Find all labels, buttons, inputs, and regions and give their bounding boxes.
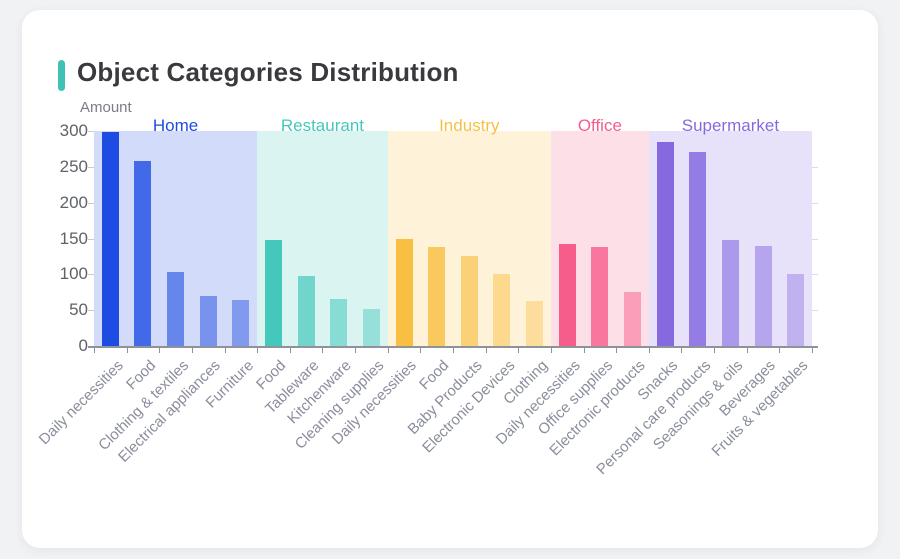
x-axis-tick-mark	[289, 348, 291, 353]
x-axis-tick-mark	[714, 348, 716, 353]
y-axis-tick-label: 250	[59, 156, 88, 176]
x-axis-tick-mark	[126, 348, 128, 353]
bar-seasonings-oils[interactable]	[721, 239, 739, 346]
bar-electronic-devices[interactable]	[493, 274, 511, 346]
chart-card: Object Categories Distribution Amount 0 5…	[22, 10, 878, 548]
x-axis-tick-mark	[322, 348, 324, 353]
y-axis-tick-label: 50	[69, 300, 88, 320]
x-axis-tick-mark	[616, 348, 618, 353]
bar-fruits-vegetables[interactable]	[787, 273, 805, 346]
x-axis-tick-mark	[812, 348, 813, 353]
group-label-restaurant: Restaurant	[280, 116, 365, 135]
bar-daily-necessities[interactable]	[558, 244, 576, 346]
bar-clothing-textiles[interactable]	[167, 272, 185, 346]
y-axis-name: Amount	[80, 99, 132, 116]
x-axis-tick-mark	[550, 348, 552, 353]
x-axis-tick-mark	[648, 348, 650, 353]
x-axis-tick-mark	[746, 348, 748, 353]
y-axis-tick-mark	[88, 166, 94, 168]
group-label-home: Home	[152, 116, 199, 135]
bar-food[interactable]	[265, 239, 282, 346]
bar-beverages[interactable]	[754, 245, 772, 346]
y-axis-tick-mark	[88, 202, 94, 204]
bar-tableware[interactable]	[297, 275, 315, 346]
title-accent-bar	[58, 60, 65, 91]
x-axis-tick-mark	[485, 348, 487, 353]
bar-food[interactable]	[134, 161, 152, 346]
x-axis-tick-mark	[681, 348, 683, 353]
bar-electronic-products[interactable]	[624, 292, 641, 346]
y-axis-tick-label: 300	[59, 121, 88, 140]
bar-kitchenware[interactable]	[330, 298, 348, 346]
x-axis-tick-mark	[779, 348, 781, 353]
bar-cleaning-supplies[interactable]	[362, 308, 380, 346]
y-axis-right-tick-mark	[812, 310, 818, 312]
y-axis-tick-label: 200	[59, 192, 88, 212]
y-axis-tick-label: 150	[59, 228, 88, 248]
chart-title: Object Categories Distribution	[77, 57, 459, 87]
y-axis-right-tick-mark	[812, 274, 818, 276]
bar-daily-necessities[interactable]	[101, 132, 119, 346]
group-label-industry: Industry	[439, 116, 500, 135]
y-axis-tick-mark	[88, 310, 94, 312]
bar-daily-necessities[interactable]	[395, 238, 413, 346]
bar-office-supplies[interactable]	[591, 247, 609, 346]
bar-food[interactable]	[428, 247, 446, 346]
bar-baby-products[interactable]	[460, 255, 478, 346]
y-axis-right-tick-mark	[812, 166, 818, 168]
x-axis-tick-mark	[191, 348, 193, 353]
x-axis-tick-mark	[583, 348, 585, 353]
x-axis-line	[88, 346, 818, 348]
bar-clothing[interactable]	[526, 300, 544, 346]
x-axis-tick-mark	[94, 348, 95, 353]
group-label-office: Office	[577, 116, 622, 135]
group-label-supermarket: Supermarket	[681, 116, 780, 135]
x-axis-tick-mark	[518, 348, 520, 353]
y-axis-tick-mark	[88, 238, 94, 240]
x-axis-tick-mark	[420, 348, 422, 353]
y-axis-tick-mark	[88, 131, 94, 132]
bar-personal-care-products[interactable]	[689, 151, 707, 346]
bar-furniture[interactable]	[232, 300, 250, 346]
bar-electrical-appliances[interactable]	[199, 295, 217, 346]
y-axis-right-tick-mark	[812, 202, 818, 204]
y-axis-tick-mark	[88, 274, 94, 276]
y-axis-tick-label: 0	[78, 336, 88, 355]
x-axis-tick-mark	[224, 348, 226, 353]
x-axis-tick-mark	[387, 348, 389, 353]
y-axis-right-tick-mark	[812, 238, 818, 240]
y-axis-tick-label: 100	[59, 264, 88, 284]
bar-snacks[interactable]	[656, 142, 674, 346]
x-axis-tick-mark	[257, 348, 259, 353]
x-axis-tick-mark	[159, 348, 161, 353]
x-axis-tick-mark	[355, 348, 357, 353]
x-axis-tick-mark	[453, 348, 454, 353]
